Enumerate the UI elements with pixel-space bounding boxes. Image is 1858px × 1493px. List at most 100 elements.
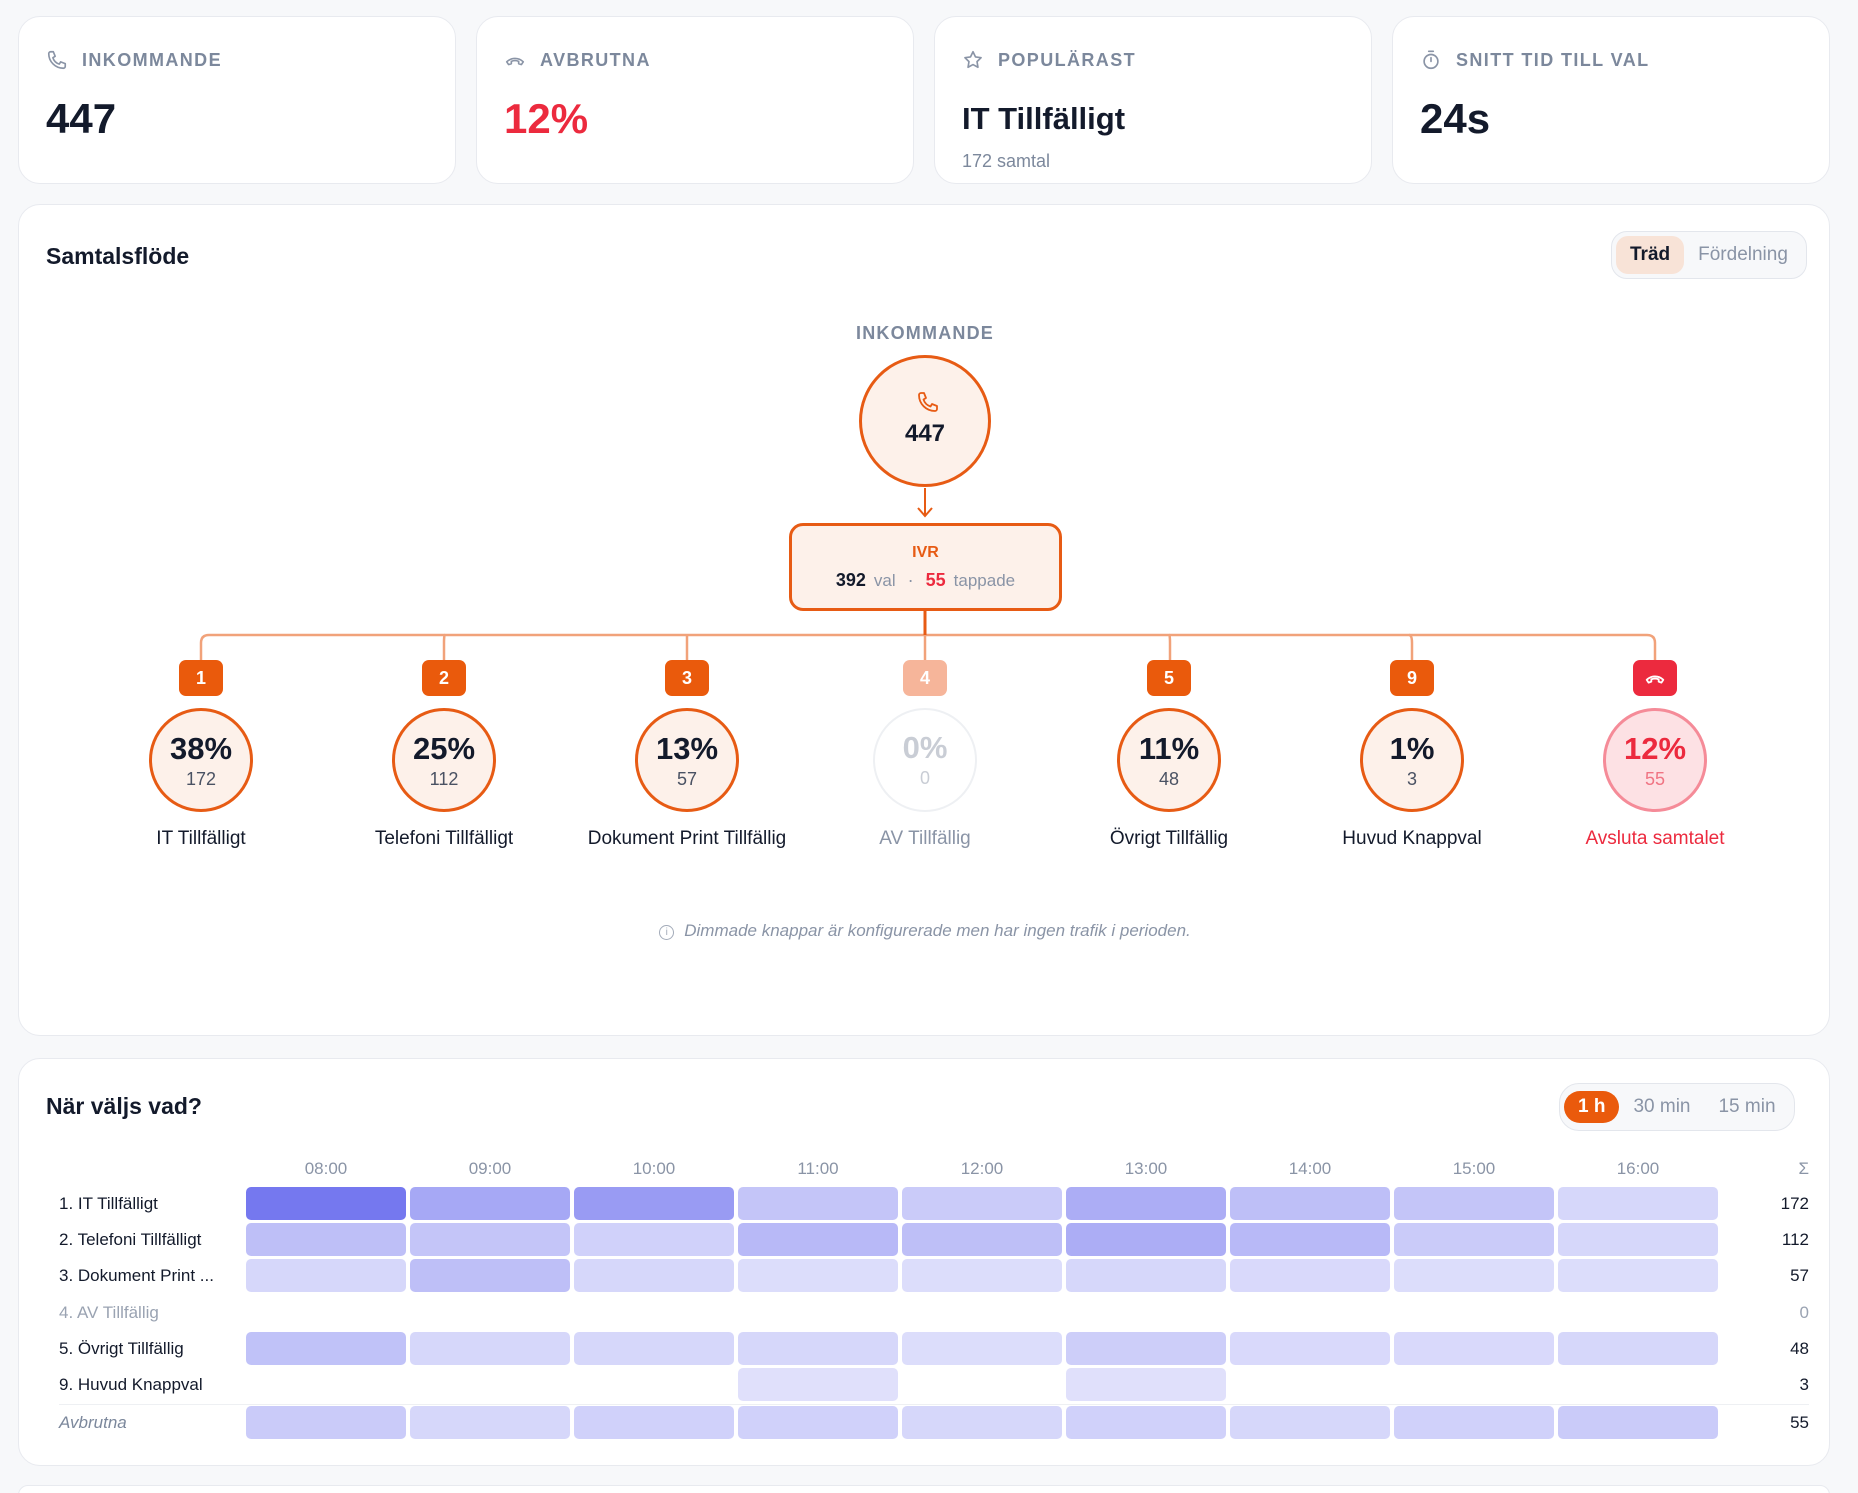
option-label: Telefoni Tillfälligt <box>374 828 514 849</box>
heatmap-cell[interactable] <box>1394 1406 1554 1440</box>
heatmap-cell[interactable] <box>246 1331 406 1365</box>
heatmap-hour-header: 15:00 <box>1452 1159 1496 1178</box>
heatmap-cell[interactable] <box>738 1331 898 1365</box>
heatmap-cell[interactable] <box>902 1187 1062 1220</box>
ivr-dropped-value: 55 <box>925 570 946 590</box>
heatmap-cell[interactable] <box>902 1331 1062 1365</box>
heatmap-title: När väljs vad? <box>46 1093 202 1119</box>
interval-toggle: 1 h 30 min 15 min <box>1559 1083 1795 1131</box>
heatmap-cell[interactable] <box>246 1223 406 1257</box>
ivr-node[interactable]: IVR 392 val · 55 tappade <box>789 523 1062 611</box>
star-icon <box>964 50 982 69</box>
option-circle: 38% 172 <box>149 708 253 812</box>
heatmap-cell[interactable] <box>902 1406 1062 1440</box>
heatmap-cell[interactable] <box>246 1406 406 1440</box>
heatmap-cell[interactable] <box>1230 1259 1390 1293</box>
heatmap-cell[interactable] <box>1066 1223 1226 1257</box>
root-to-ivr-arrowhead <box>917 507 933 518</box>
heatmap-cell[interactable] <box>1394 1331 1554 1365</box>
branch-lines <box>199 611 1657 660</box>
kpi-popular-value: IT Tillfälligt <box>962 101 1126 136</box>
option-percentage: 11% <box>1138 731 1200 766</box>
interval-30min[interactable]: 30 min <box>1633 1096 1691 1117</box>
option-label: AV Tillfällig <box>879 828 971 849</box>
heatmap-cell[interactable] <box>246 1259 406 1293</box>
heatmap-cell[interactable] <box>1230 1223 1390 1257</box>
heatmap-cell[interactable] <box>1558 1223 1718 1257</box>
root-node-incoming[interactable]: 447 <box>859 355 991 487</box>
heatmap-hour-header: 08:00 <box>304 1159 348 1178</box>
kpi-dropped-value: 12% <box>504 95 589 142</box>
heatmap-cell[interactable] <box>1066 1259 1226 1293</box>
option-count: 48 <box>1158 769 1180 789</box>
option-key-badge: 2 <box>422 660 466 696</box>
view-toggle-distribution[interactable]: Fördelning <box>1698 244 1788 265</box>
heatmap-cell[interactable] <box>410 1259 570 1293</box>
kpi-avg-time-label-text: SNITT TID TILL VAL <box>1456 49 1650 70</box>
option-percentage: 25% <box>412 731 476 766</box>
heatmap-cell[interactable] <box>574 1187 734 1220</box>
heatmap-cell[interactable] <box>738 1406 898 1440</box>
kpi-dropped-label: AVBRUTNA <box>504 49 651 71</box>
option-key-badge: 1 <box>179 660 223 696</box>
heatmap-cell[interactable] <box>1558 1406 1718 1440</box>
heatmap-cell[interactable] <box>574 1223 734 1257</box>
option-percentage: 1% <box>1389 731 1435 766</box>
option-circle: 11% 48 <box>1117 708 1221 812</box>
call-flow-panel: Samtalsflöde Träd Fördelning INKOMMANDE … <box>18 204 1830 1036</box>
heatmap-cell[interactable] <box>410 1223 570 1257</box>
heatmap-cell[interactable] <box>246 1187 406 1220</box>
option-circle: 12% 55 <box>1603 708 1707 812</box>
kpi-card-popular: POPULÄRAST IT Tillfälligt 172 samtal <box>934 16 1372 184</box>
heatmap-cell[interactable] <box>1394 1187 1554 1220</box>
heatmap-cell[interactable] <box>410 1331 570 1365</box>
heatmap-cell[interactable] <box>574 1259 734 1293</box>
option-key-badge: 3 <box>665 660 709 696</box>
heatmap-sigma-header: Σ <box>1798 1159 1809 1178</box>
heatmap-row-total: 57 <box>1790 1266 1809 1286</box>
heatmap-cell[interactable] <box>574 1406 734 1440</box>
option-label: Dokument Print Tillfällig <box>587 828 787 849</box>
kpi-popular-sub: 172 samtal <box>962 151 1051 171</box>
heatmap-cell[interactable] <box>410 1406 570 1440</box>
heatmap-cell[interactable] <box>738 1223 898 1257</box>
kpi-card-dropped: AVBRUTNA 12% <box>476 16 914 184</box>
heatmap-cell[interactable] <box>574 1331 734 1365</box>
option-percentage: 13% <box>655 731 719 766</box>
interval-1h[interactable]: 1 h <box>1564 1091 1620 1123</box>
heatmap-cell[interactable] <box>902 1259 1062 1293</box>
view-toggle-tree[interactable]: Träd <box>1616 236 1685 274</box>
heatmap-cell[interactable] <box>1558 1259 1718 1293</box>
next-panel-edge <box>18 1485 1830 1493</box>
heatmap-cell[interactable] <box>738 1368 898 1401</box>
kpi-row: INKOMMANDE 447 AVBRUTNA 12% POPULÄRAST I… <box>18 16 1830 184</box>
heatmap-cell[interactable] <box>1066 1368 1226 1401</box>
heatmap-cell[interactable] <box>1558 1331 1718 1365</box>
heatmap-cell[interactable] <box>1066 1406 1226 1440</box>
heatmap-cell[interactable] <box>1558 1187 1718 1220</box>
heatmap-cell[interactable] <box>1394 1223 1554 1257</box>
heatmap-cell[interactable] <box>1066 1187 1226 1220</box>
heatmap-cell[interactable] <box>410 1187 570 1220</box>
kpi-incoming-label-text: INKOMMANDE <box>82 49 222 70</box>
heatmap-cell[interactable] <box>1230 1406 1390 1440</box>
heatmap-cell[interactable] <box>738 1187 898 1220</box>
info-icon: i <box>659 925 675 940</box>
heatmap-cell[interactable] <box>1230 1187 1390 1220</box>
heatmap-row-label: 3. Dokument Print ... <box>59 1266 214 1286</box>
option-circle: 25% 112 <box>392 708 496 812</box>
interval-15min[interactable]: 15 min <box>1718 1096 1776 1117</box>
heatmap-cell[interactable] <box>1230 1331 1390 1365</box>
ivr-stats: 392 val · 55 tappade <box>792 570 1059 591</box>
option-percentage: 38% <box>169 731 233 766</box>
kpi-card-incoming: INKOMMANDE 447 <box>18 16 456 184</box>
heatmap-cell[interactable] <box>1066 1331 1226 1365</box>
root-node-value: 447 <box>904 420 946 447</box>
flow-note: i Dimmade knappar är konfigurerade men ha… <box>19 921 1831 941</box>
heatmap-cell[interactable] <box>902 1223 1062 1257</box>
kpi-popular-label-text: POPULÄRAST <box>998 49 1137 70</box>
heatmap-cell[interactable] <box>738 1259 898 1293</box>
heatmap-cell[interactable] <box>1394 1259 1554 1293</box>
heatmap-divider <box>59 1404 1809 1406</box>
option-key-badge: 5 <box>1147 660 1191 696</box>
